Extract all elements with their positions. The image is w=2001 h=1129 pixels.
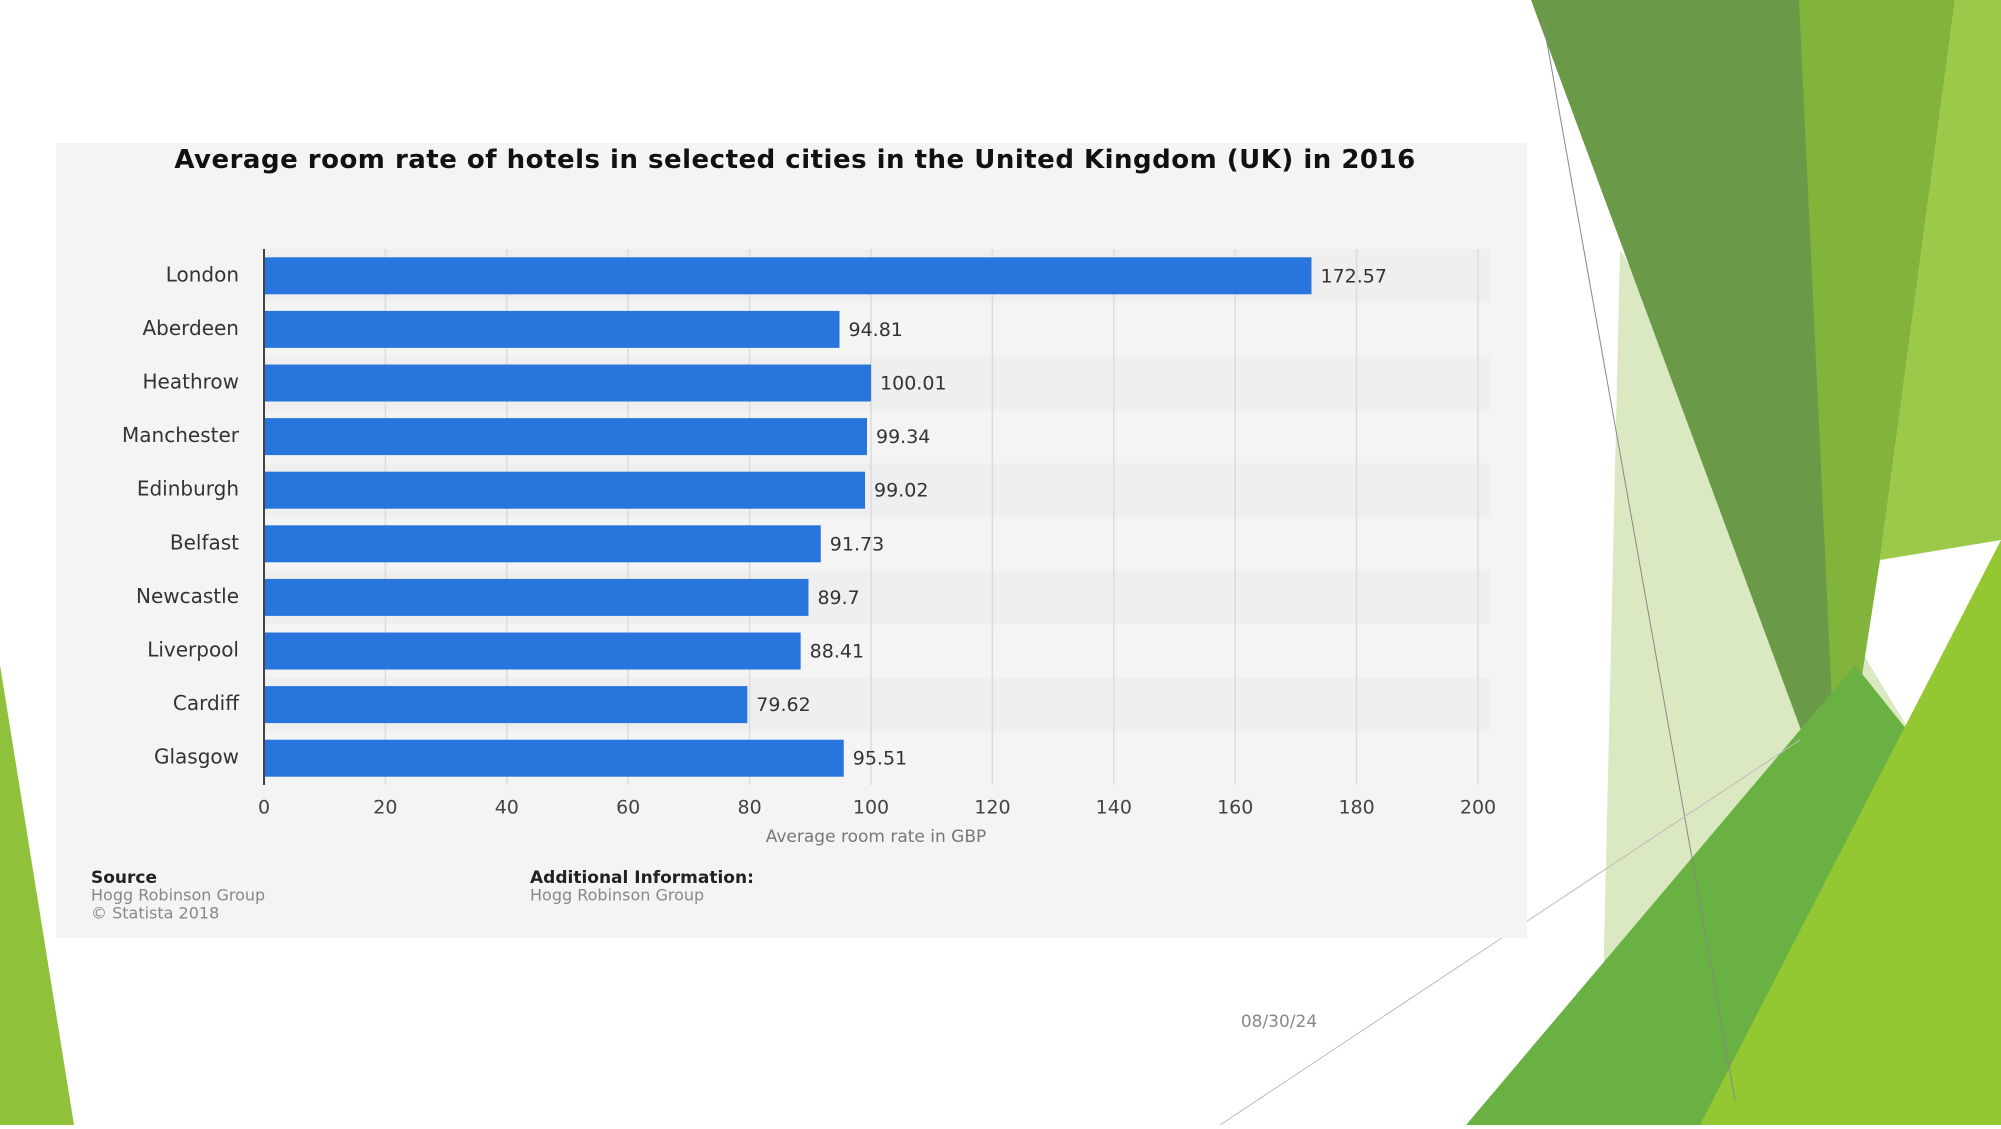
value-label: 88.41 bbox=[810, 641, 864, 663]
y-tick-label: London bbox=[166, 262, 239, 286]
additional-info: Hogg Robinson Group bbox=[530, 886, 704, 905]
decoration bbox=[1466, 665, 1915, 1125]
decoration bbox=[1880, 0, 2001, 560]
x-axis-label: Average room rate in GBP bbox=[766, 827, 987, 847]
bar bbox=[264, 310, 840, 348]
x-tick-label: 120 bbox=[974, 797, 1010, 819]
value-label: 95.51 bbox=[853, 748, 907, 770]
copyright: © Statista 2018 bbox=[91, 904, 219, 923]
value-label: 91.73 bbox=[830, 533, 884, 555]
decoration bbox=[1531, 0, 1876, 830]
x-tick-label: 0 bbox=[258, 797, 270, 819]
x-tick-label: 40 bbox=[495, 797, 519, 819]
x-tick-label: 80 bbox=[738, 797, 762, 819]
y-tick-label: Manchester bbox=[122, 423, 240, 447]
bar bbox=[264, 418, 867, 456]
y-tick-label: Cardiff bbox=[173, 691, 240, 715]
slide-date: 08/30/24 bbox=[1241, 1012, 1317, 1032]
decoration bbox=[1542, 19, 1736, 1101]
y-tick-label: Aberdeen bbox=[142, 316, 239, 340]
source-label: Source bbox=[91, 868, 157, 888]
y-tick-label: Edinburgh bbox=[137, 477, 239, 501]
x-tick-label: 20 bbox=[373, 797, 397, 819]
bar bbox=[264, 632, 801, 670]
y-tick-label: Glasgow bbox=[154, 745, 239, 769]
decoration bbox=[0, 665, 74, 1125]
bar bbox=[264, 364, 872, 402]
x-tick-label: 140 bbox=[1096, 797, 1132, 819]
x-tick-label: 160 bbox=[1217, 797, 1253, 819]
additional-info-label: Additional Information: bbox=[530, 868, 754, 888]
bar bbox=[264, 257, 1312, 295]
x-tick-label: 180 bbox=[1338, 797, 1374, 819]
value-label: 100.01 bbox=[880, 373, 946, 395]
bar bbox=[264, 525, 821, 563]
y-tick-label: Heathrow bbox=[143, 370, 240, 394]
y-tick-label: Newcastle bbox=[136, 584, 239, 608]
value-label: 99.02 bbox=[874, 480, 928, 502]
value-label: 172.57 bbox=[1320, 265, 1386, 287]
value-label: 99.34 bbox=[876, 426, 930, 448]
decoration bbox=[1799, 0, 1955, 830]
y-tick-label: Liverpool bbox=[147, 638, 239, 662]
chart-title: Average room rate of hotels in selected … bbox=[174, 145, 1416, 175]
y-tick-label: Belfast bbox=[170, 530, 239, 554]
x-tick-label: 100 bbox=[853, 797, 889, 819]
bar bbox=[264, 578, 809, 616]
bar bbox=[264, 686, 748, 724]
x-tick-label: 60 bbox=[616, 797, 640, 819]
bar bbox=[264, 471, 866, 509]
x-tick-label: 200 bbox=[1460, 797, 1496, 819]
decoration bbox=[1700, 540, 2001, 1125]
source: Hogg Robinson Group bbox=[91, 886, 265, 905]
value-label: 79.62 bbox=[756, 694, 810, 716]
value-label: 94.81 bbox=[848, 319, 902, 341]
bar bbox=[264, 739, 844, 777]
value-label: 89.7 bbox=[817, 587, 859, 609]
